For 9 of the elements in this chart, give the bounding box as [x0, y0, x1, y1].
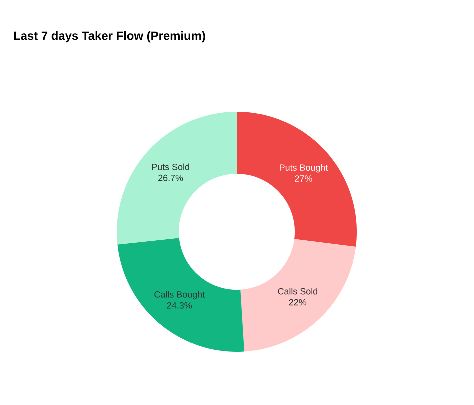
chart-title: Last 7 days Taker Flow (Premium) — [14, 31, 206, 43]
data-label: 27% — [295, 176, 312, 182]
slice-label: Calls Bought — [154, 291, 205, 300]
data-label: 24.3% — [167, 302, 192, 309]
data-label: 26.7% — [158, 174, 184, 182]
slice-label: Calls Sold — [278, 288, 318, 295]
data-label: 22% — [289, 299, 307, 306]
slice-label: Puts Sold — [152, 164, 190, 170]
slice-label: Puts Bought — [280, 164, 328, 173]
